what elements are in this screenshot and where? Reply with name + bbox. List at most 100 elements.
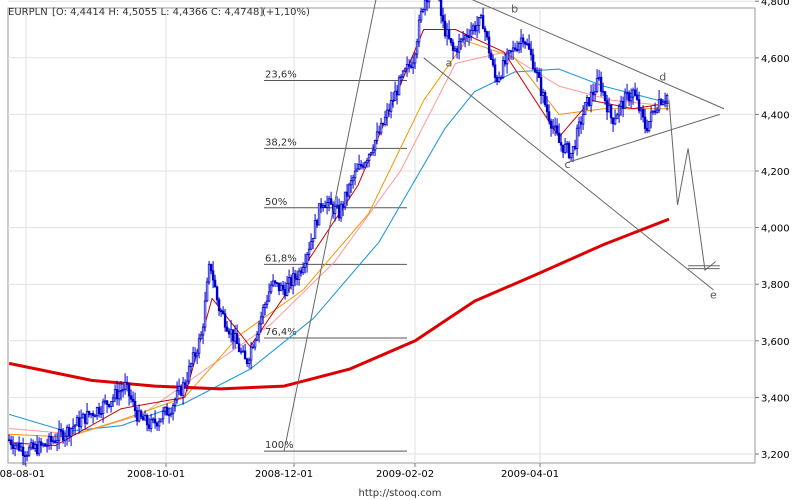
candle-body [633, 89, 637, 96]
candle-body [287, 277, 291, 284]
candle-body [307, 248, 311, 255]
candle-body [523, 41, 527, 45]
candle-body [329, 198, 333, 205]
candle-body [243, 350, 247, 360]
candle-body [55, 440, 59, 443]
candle-body [285, 283, 289, 296]
candle-body [637, 99, 641, 112]
candle-body [117, 391, 121, 400]
candle-body [353, 170, 357, 179]
candle-body [539, 77, 543, 96]
candle-body [299, 270, 303, 274]
candle-body [233, 333, 237, 342]
candle-body [207, 263, 211, 283]
candle-body [403, 68, 407, 72]
candle-body [513, 47, 517, 50]
candle-body [509, 50, 513, 53]
candle-body [265, 300, 269, 305]
candle-body [439, 0, 443, 16]
y-tick-label: 4,800 [761, 0, 790, 8]
candle-body [203, 300, 207, 328]
candle-body [615, 114, 619, 120]
candle-body [645, 128, 649, 132]
candle-body [461, 38, 465, 41]
candle-body [531, 54, 535, 69]
candle-body [601, 90, 605, 93]
candle-body [63, 435, 67, 441]
candle-body [83, 413, 87, 424]
fib-level-label: 23,6% [265, 69, 297, 80]
candle-body [247, 359, 251, 365]
candle-body [309, 241, 313, 250]
candle-body [269, 284, 273, 293]
candle-body [445, 29, 449, 37]
candle-body [277, 282, 281, 292]
candle-body [245, 358, 249, 365]
candle-body [133, 400, 137, 411]
candle-body [297, 270, 301, 280]
candle-body [441, 15, 445, 22]
ma-orange-line [9, 40, 669, 438]
candle-body [27, 447, 31, 456]
candle-body [467, 36, 471, 39]
candle-body [235, 333, 239, 345]
candle-body [557, 132, 561, 144]
candle-body [389, 100, 393, 112]
candle-body [229, 329, 233, 335]
candle-body [507, 50, 511, 54]
candle-body [213, 279, 217, 288]
candle-body [147, 424, 151, 429]
footer-url[interactable]: http://stooq.com [359, 488, 442, 499]
candle-body [665, 95, 669, 102]
candle-body [129, 395, 133, 400]
candle-body [341, 203, 345, 208]
candle-body [183, 382, 187, 386]
candle-body [239, 350, 243, 353]
candle-body [535, 71, 539, 74]
candle-body [541, 92, 545, 96]
candle-body [41, 443, 45, 446]
candle-body [555, 125, 559, 134]
candle-body [621, 100, 625, 109]
candle-body [561, 144, 565, 153]
candle-body [231, 329, 235, 342]
candle-body [301, 266, 305, 274]
candle-body [199, 334, 203, 340]
candle-body [143, 414, 147, 421]
candle-body [453, 48, 457, 51]
candle-body [607, 105, 611, 113]
candle-body [379, 122, 383, 134]
candle-body [9, 439, 13, 446]
candle-body [33, 444, 37, 449]
candle-body [317, 203, 321, 226]
candle-body [107, 404, 111, 407]
candle-body [123, 381, 127, 390]
candle-body [471, 25, 475, 31]
candle-body [91, 413, 95, 417]
candle-body [113, 389, 117, 399]
candle-body [659, 99, 663, 105]
candle-body [153, 418, 157, 424]
candle-body [547, 111, 551, 122]
candle-body [111, 397, 115, 403]
candle-body [619, 100, 623, 107]
ma-red-line [9, 29, 670, 446]
candle-body [303, 262, 307, 268]
candle-body [249, 346, 253, 361]
candle-body [273, 280, 277, 284]
candle-body [253, 339, 257, 348]
candle-body [135, 410, 139, 422]
candle-body [67, 426, 71, 437]
candle-body [365, 160, 369, 164]
candle-body [159, 418, 163, 423]
candle-body [85, 410, 89, 424]
candle-body [345, 191, 349, 197]
candle-body [295, 278, 299, 280]
candle-body [167, 414, 171, 417]
candle-body [551, 126, 555, 129]
candle-body [519, 37, 523, 44]
candle-body [275, 282, 279, 285]
candle-body [511, 47, 515, 52]
candle-body [455, 48, 459, 53]
candle-body [197, 338, 201, 354]
